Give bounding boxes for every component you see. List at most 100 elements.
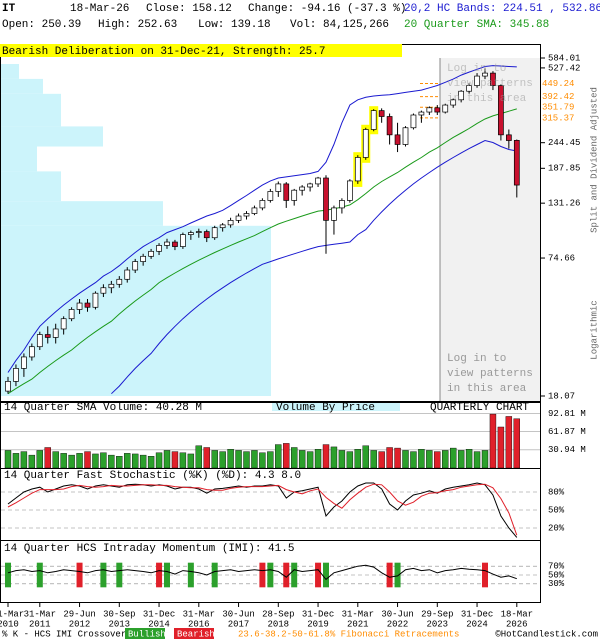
- volume-bar: [76, 453, 83, 469]
- candle-body: [21, 356, 27, 369]
- candle-body: [203, 231, 210, 239]
- volume-bar: [68, 454, 75, 469]
- volume-bar: [410, 451, 417, 469]
- candle-body: [267, 191, 274, 201]
- bearish-box: [174, 628, 214, 639]
- volume-bar: [251, 450, 258, 469]
- candle-body: [211, 227, 218, 239]
- candle-body: [259, 200, 266, 209]
- candle-body: [513, 140, 520, 186]
- low: Low: 139.18: [198, 19, 271, 31]
- y-tick-label: 74.66: [548, 253, 575, 263]
- volume-bar: [124, 453, 131, 469]
- y-tick-label: 50%: [548, 505, 565, 515]
- volume-bar: [402, 450, 409, 469]
- candle-body: [378, 110, 385, 117]
- crossover-bar: [164, 562, 170, 588]
- overlay-text: view patterns: [447, 78, 533, 90]
- volume-bar: [84, 451, 91, 469]
- volume-bar: [362, 445, 369, 469]
- y-tick-label: 131.26: [548, 199, 580, 209]
- x-tick-label: 2016: [188, 619, 210, 629]
- x-tick-label: 31-Dec: [461, 609, 493, 619]
- y-tick-label: 20%: [548, 523, 565, 533]
- x-tick-label: 2022: [387, 619, 409, 629]
- candle-body: [13, 368, 19, 382]
- volume-bar: [259, 452, 266, 469]
- volume-bar: [457, 450, 465, 469]
- volume-bar: [275, 444, 282, 469]
- fib-tick-label: 392.42: [542, 92, 574, 102]
- candle-body: [124, 269, 131, 280]
- candle-body: [474, 75, 480, 86]
- candle-body: [370, 110, 377, 130]
- volume-bar: [60, 453, 67, 469]
- candle-body: [36, 334, 43, 348]
- y-tick-label: 61.87 M: [548, 427, 586, 437]
- x-tick-label: 31-Mar: [342, 609, 374, 619]
- crossover-bar: [156, 562, 163, 588]
- volume-bar: [513, 418, 520, 469]
- fib-tick-label: 449.24: [542, 79, 574, 89]
- candle-body: [354, 157, 361, 182]
- candle-body: [386, 116, 393, 136]
- overlay-text: in this area: [447, 93, 527, 105]
- volume-bar: [116, 456, 123, 469]
- bullish-box: [125, 628, 165, 639]
- candle-body: [482, 72, 488, 77]
- x-tick-label: 31-Dec: [143, 609, 175, 619]
- crossover-bar: [211, 562, 218, 588]
- crossover-bar: [386, 562, 393, 588]
- crossover-bar: [76, 562, 83, 588]
- x-tick-label: 29-Sep: [421, 609, 453, 619]
- candle-body: [108, 283, 115, 289]
- volume-bar: [497, 426, 505, 469]
- overlay-text: Log in to: [447, 353, 506, 365]
- crossover-bar: [100, 562, 107, 588]
- candle-body: [434, 107, 441, 113]
- x-tick-label: 31-Dec: [302, 609, 334, 619]
- candle-body: [315, 177, 321, 185]
- volume-bar: [322, 444, 330, 469]
- volume-bar: [338, 450, 346, 469]
- volume-bar: [155, 452, 163, 469]
- volume-bar: [100, 452, 107, 469]
- candle-body: [299, 186, 305, 191]
- high: High: 252.63: [98, 19, 177, 31]
- crossover-bar: [187, 562, 194, 588]
- volume-bar: [28, 454, 36, 469]
- volume-bar: [20, 451, 28, 469]
- crossover-bar: [36, 562, 43, 588]
- volume-bar: [378, 451, 385, 469]
- plot: [4, 65, 520, 581]
- crossover-label: % K - HCS IMI Crossover:: [2, 629, 132, 639]
- x-tick-label: 2026: [506, 619, 528, 629]
- candle-body: [84, 302, 91, 308]
- crossover-bar: [116, 562, 123, 588]
- volume-bar: [36, 450, 43, 469]
- bullish-label: Bullish: [128, 629, 166, 639]
- y-tick-label: 70%: [548, 562, 565, 572]
- x-tick-label: 2017: [228, 619, 250, 629]
- volume-bar: [481, 450, 489, 469]
- candle-body: [442, 104, 449, 113]
- crossover-bar: [259, 562, 266, 588]
- candle-body: [275, 183, 282, 192]
- crossover-bar: [5, 562, 11, 588]
- candle-body: [164, 241, 170, 246]
- overlay-text: view patterns: [447, 368, 533, 380]
- volume-bar: [171, 451, 179, 469]
- fib-tick-label: 351.79: [542, 103, 574, 113]
- candle-body: [323, 177, 329, 221]
- crossover-bar: [267, 562, 274, 588]
- candle-body: [156, 245, 162, 252]
- candle-body: [235, 215, 242, 221]
- volume-by-price: [1, 201, 163, 226]
- line-series: [111, 139, 517, 395]
- open: Open: 250.39: [2, 19, 81, 31]
- candle-body: [60, 318, 67, 330]
- volume-bar: [330, 446, 338, 469]
- candle-body: [291, 189, 298, 201]
- volume: Vol: 84,125,266: [290, 19, 389, 31]
- crossover-bar: [394, 562, 401, 588]
